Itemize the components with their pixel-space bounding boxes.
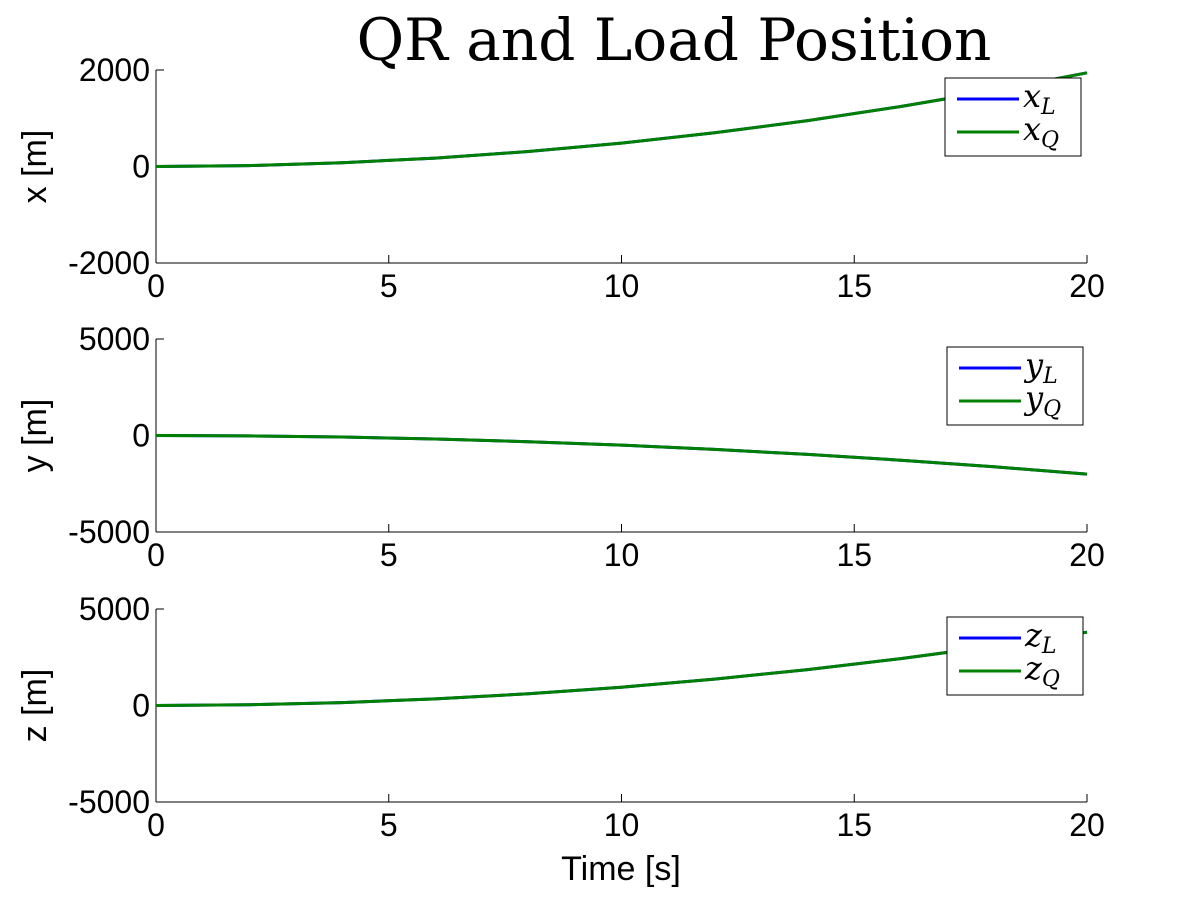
x-tick-label: 10: [604, 268, 640, 304]
x-tick-label: 5: [380, 807, 398, 843]
x-tick-label: 10: [604, 537, 640, 573]
legend-entry-z-L: zL: [1024, 616, 1056, 659]
legend-symbol: z: [1024, 649, 1043, 687]
x-tick-label: 20: [1069, 537, 1105, 573]
chart-title: QR and Load Position: [357, 6, 992, 74]
x-axis-label: Time [s]: [561, 850, 681, 888]
y-tick-label: 5000: [79, 321, 150, 357]
y-tick-label: -5000: [68, 514, 150, 550]
y-tick-label: -2000: [68, 245, 150, 281]
x-tick-label: 15: [836, 537, 872, 573]
y-axis-label: z [m]: [16, 669, 54, 743]
y-tick-label: -5000: [68, 784, 150, 820]
series-line-z-Q: [155, 630, 1088, 707]
legend-subscript: Q: [1041, 128, 1059, 153]
x-tick-label: 20: [1069, 268, 1105, 304]
x-tick-label: 10: [604, 807, 640, 843]
legend-symbol: x: [1023, 110, 1041, 148]
x-tick-label: 20: [1069, 807, 1105, 843]
x-tick-label: 5: [380, 268, 398, 304]
y-axis-label: x [m]: [16, 130, 54, 204]
legend-entry-z-Q: zQ: [1024, 649, 1060, 692]
legend-symbol: z: [1024, 616, 1043, 654]
legend-symbol: y: [1023, 346, 1044, 384]
series-line-y-Q: [155, 434, 1088, 476]
x-tick-label: 15: [836, 807, 872, 843]
x-tick-label: 5: [380, 537, 398, 573]
y-tick-label: 2000: [79, 52, 150, 88]
legend-entry-y-Q: yQ: [1023, 379, 1061, 422]
legend-subscript: Q: [1043, 397, 1061, 422]
series-line-x-Q: [155, 71, 1088, 168]
legend-subscript: L: [1042, 364, 1058, 389]
legend-subscript: L: [1040, 95, 1056, 120]
y-tick-label: 0: [132, 688, 150, 724]
legend-entry-y-L: yL: [1023, 346, 1058, 389]
legend-symbol: x: [1023, 77, 1041, 115]
legend-entry-x-Q: xQ: [1023, 110, 1059, 153]
y-tick-label: 0: [132, 149, 150, 185]
y-tick-label: 5000: [79, 591, 150, 627]
legend-box: [944, 77, 1082, 157]
x-tick-label: 0: [147, 807, 165, 843]
legend-entry-x-L: xL: [1023, 77, 1056, 120]
legend-subscript: L: [1041, 634, 1057, 659]
x-tick-label: 0: [147, 268, 165, 304]
y-tick-label: 0: [132, 418, 150, 454]
legend-subscript: Q: [1042, 667, 1060, 692]
x-tick-label: 0: [147, 537, 165, 573]
x-tick-label: 15: [836, 268, 872, 304]
legend-symbol: y: [1023, 379, 1044, 417]
y-axis-label: y [m]: [16, 399, 54, 473]
legend-box: [946, 346, 1084, 426]
legend-box: [946, 616, 1084, 696]
